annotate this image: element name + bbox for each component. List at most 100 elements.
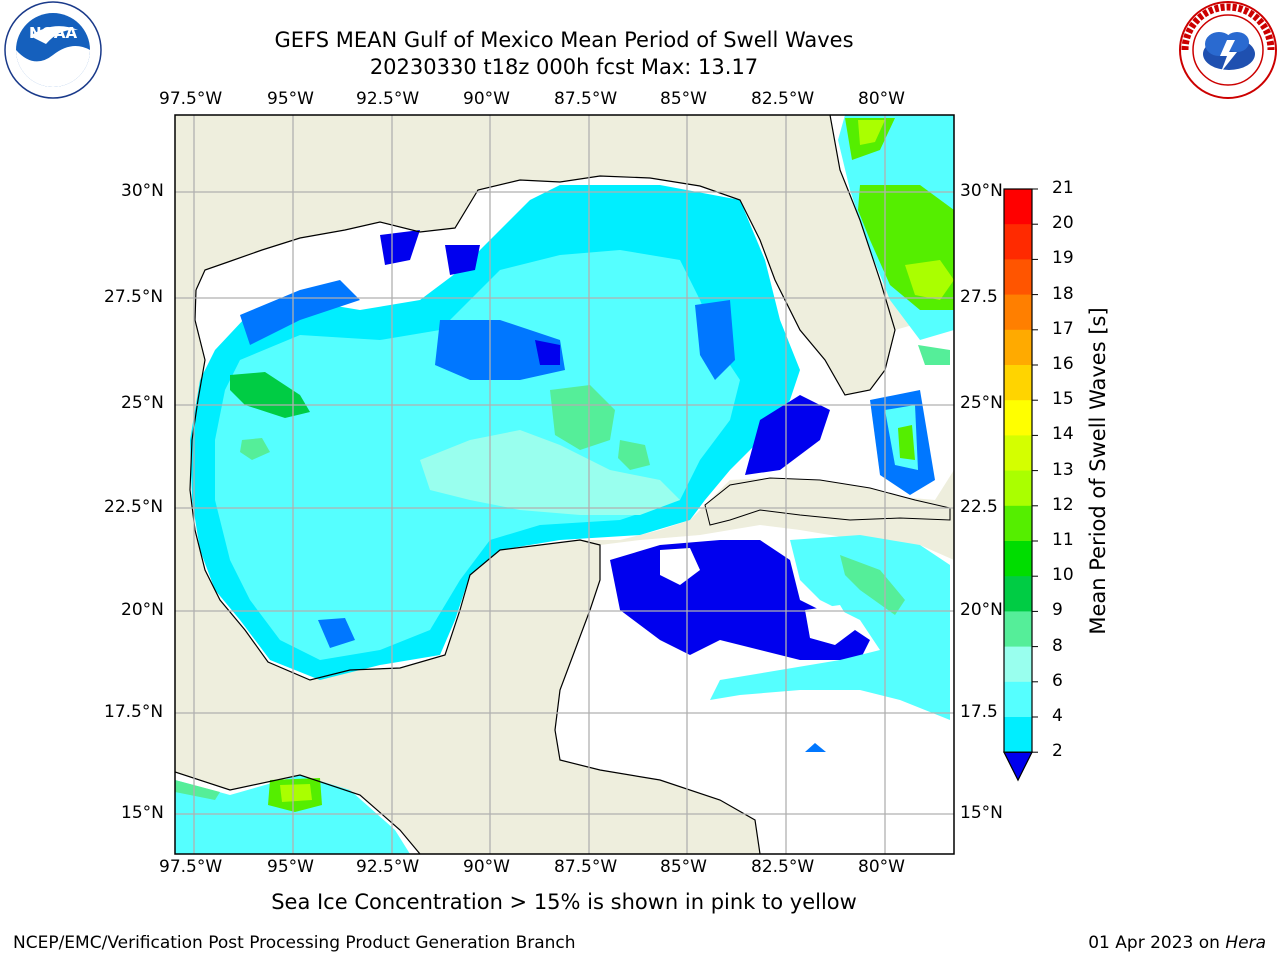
- colorbar-segment: [1004, 365, 1032, 401]
- map-frame: [174, 114, 955, 855]
- lat-label-right-0: 30°N: [960, 181, 1003, 201]
- swell-band-2-4s-b: [435, 320, 565, 380]
- colorbar-segment: [1004, 646, 1032, 683]
- caribbean-small-blue: [805, 743, 826, 752]
- swell-band-10-11s: [230, 372, 310, 418]
- lon-label-top-4: 87.5°W: [554, 89, 618, 109]
- lat-label-left-6: 15°N: [121, 803, 164, 823]
- colorbar-tick-label: 20: [1052, 213, 1074, 234]
- footer-host: Hera: [1225, 933, 1266, 953]
- footer-date: 01 Apr 2023 on Hera: [1088, 933, 1266, 953]
- footer-credit: NCEP/EMC/Verification Post Processing Pr…: [13, 933, 576, 953]
- caribbean-white-hole-2: [660, 548, 700, 585]
- graticule: [175, 115, 954, 854]
- pacific-green-strip: [175, 780, 220, 800]
- lon-label-bottom-0: 97.5°W: [159, 857, 223, 877]
- nws-logo: [1179, 1, 1277, 99]
- colorbar-tick-label: 14: [1052, 424, 1074, 445]
- svg-text:NOAA: NOAA: [29, 24, 78, 42]
- lon-label-top-7: 80°W: [858, 89, 905, 109]
- swell-band-2-4s-c: [535, 340, 560, 365]
- lat-label-left-0: 30°N: [121, 181, 164, 201]
- chart-title: GEFS MEAN Gulf of Mexico Mean Period of …: [274, 28, 854, 52]
- colorbar-tick-label: 8: [1052, 635, 1063, 656]
- colorbar-segment: [1004, 470, 1032, 507]
- colorbar-segment: [1004, 717, 1032, 753]
- footer-date-text: 01 Apr 2023 on: [1088, 933, 1226, 953]
- colorbar-segment: [1004, 259, 1032, 296]
- colorbar-extend-arrow: [1003, 751, 1033, 782]
- lat-label-right-1: 27.5: [960, 287, 998, 307]
- colorbar-tick-label: 4: [1052, 706, 1063, 726]
- colorbar: [1003, 188, 1038, 782]
- swell-band-2-4s-f: [745, 395, 830, 475]
- coastlines: [175, 115, 896, 854]
- lat-label-right-3: 22.5: [960, 497, 998, 517]
- colorbar-title: Mean Period of Swell Waves [s]: [1086, 307, 1110, 635]
- swell-band-2-4s-d: [695, 300, 735, 380]
- swell-band-2-4s-e: [318, 618, 355, 648]
- lon-label-bottom-1: 95°W: [267, 857, 314, 877]
- colorbar-tick-label: 21: [1052, 178, 1074, 198]
- colorbar-tick-label: 10: [1052, 565, 1074, 586]
- swell-band-8-9s: [420, 430, 680, 515]
- colorbar-tick-label: 2: [1052, 741, 1063, 762]
- colorbar-tick-label: 6: [1052, 670, 1063, 691]
- sea-ice-note: Sea Ice Concentration > 15% is shown in …: [271, 890, 857, 914]
- bahamas-green: [918, 345, 950, 365]
- lat-label-left-3: 22.5°N: [104, 497, 164, 517]
- colorbar-tick-label: 9: [1052, 600, 1063, 621]
- colorbar-tick-label: 16: [1052, 354, 1074, 374]
- atlantic-light-green: [905, 260, 954, 300]
- colorbar-tick-label: 17: [1052, 318, 1074, 339]
- colorbar-segment: [1004, 505, 1032, 542]
- atlantic-yellowgreen-top: [858, 120, 885, 145]
- lon-label-bottom-4: 87.5°W: [554, 857, 618, 877]
- lat-label-right-4: 20°N: [960, 600, 1003, 620]
- lon-label-top-1: 95°W: [267, 89, 314, 109]
- pacific-yellowgreen: [280, 784, 312, 802]
- colorbar-segment: [1004, 541, 1032, 577]
- lon-label-bottom-5: 85°W: [660, 857, 707, 877]
- noaa-logo: NOAA: [4, 1, 102, 99]
- colorbar-segment: [1004, 400, 1032, 436]
- colorbar-tick-label: 13: [1052, 459, 1074, 480]
- colorbar-segment: [1004, 294, 1032, 331]
- colorbar-segment: [1004, 681, 1032, 718]
- colorbar-segment: [1004, 224, 1032, 260]
- lon-label-bottom-6: 82.5°W: [751, 857, 815, 877]
- lon-label-top-6: 82.5°W: [751, 89, 815, 109]
- colorbar-tick-label: 15: [1052, 389, 1074, 410]
- colorbar-segment: [1004, 189, 1032, 225]
- colorbar-tick-label: 19: [1052, 248, 1074, 269]
- colorbar-tick-label: 11: [1052, 530, 1074, 550]
- straits-green: [898, 425, 915, 460]
- colorbar-segment: [1004, 329, 1032, 366]
- lat-label-right-5: 17.5: [960, 702, 998, 722]
- lat-label-right-6: 15°N: [960, 803, 1003, 823]
- lon-label-top-0: 97.5°W: [159, 89, 223, 109]
- swell-band-9-10s-a: [550, 385, 615, 450]
- lat-label-left-5: 17.5°N: [104, 702, 164, 722]
- lat-label-left-2: 25°N: [121, 393, 164, 413]
- caribbean-white-hole-1: [805, 605, 855, 645]
- colorbar-tick-label: 12: [1052, 494, 1074, 515]
- swell-band-2s-a: [380, 230, 420, 265]
- caribbean-green: [840, 555, 905, 615]
- cuba-land: [704, 477, 951, 526]
- lat-label-left-4: 20°N: [121, 600, 164, 620]
- swell-band-9-10s-b: [618, 440, 650, 470]
- colorbar-segment: [1004, 576, 1032, 612]
- swell-band-10-11s-b: [240, 438, 270, 460]
- swell-band-2-4s-a: [240, 280, 360, 345]
- lon-label-bottom-7: 80°W: [858, 857, 905, 877]
- lon-label-bottom-2: 92.5°W: [356, 857, 420, 877]
- lon-label-top-5: 85°W: [660, 89, 707, 109]
- chart-subtitle: 20230330 t18z 000h fcst Max: 13.17: [369, 55, 759, 79]
- lon-label-top-3: 90°W: [463, 89, 510, 109]
- lon-label-top-2: 92.5°W: [356, 89, 420, 109]
- lon-label-bottom-3: 90°W: [463, 857, 510, 877]
- lat-label-right-2: 25°N: [960, 393, 1003, 413]
- colorbar-segment: [1004, 435, 1032, 472]
